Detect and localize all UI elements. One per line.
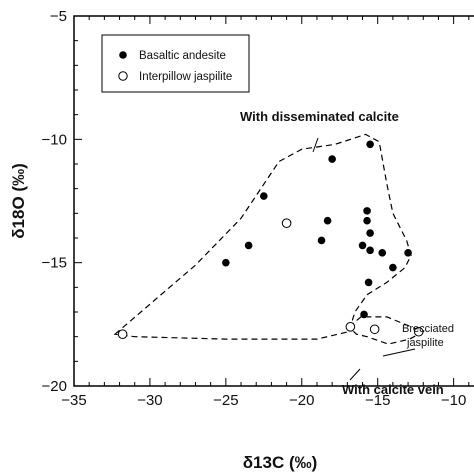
point-basaltic-andesite <box>404 249 412 257</box>
axis-ticks <box>73 15 470 387</box>
region-outlines <box>113 133 425 345</box>
annotation-leader-vein <box>349 368 361 381</box>
annotation-leader-brecciated <box>382 348 416 357</box>
point-basaltic-andesite <box>364 278 373 287</box>
region-disseminated-calcite <box>113 133 412 340</box>
annotation-disseminated-calcite: With disseminated calcite <box>240 109 399 124</box>
point-interpillow-jaspilite <box>345 322 356 332</box>
y-tick-label: −10 <box>42 131 67 148</box>
point-basaltic-andesite <box>244 241 253 250</box>
plot-frame <box>73 15 474 387</box>
annotation-brecciated-line1: Brecciated <box>402 323 454 335</box>
point-interpillow-jaspilite <box>413 326 424 337</box>
data-points <box>117 140 424 340</box>
x-tick-label: −35 <box>61 392 86 409</box>
point-basaltic-andesite <box>323 216 332 225</box>
point-interpillow-jaspilite <box>117 329 128 340</box>
x-tick-label: −25 <box>213 392 238 409</box>
y-tick-label: −5 <box>50 8 67 25</box>
point-interpillow-jaspilite <box>281 218 292 228</box>
annotation-brecciated-line2: jaspilite <box>406 337 444 349</box>
y-tick-label: −20 <box>42 378 67 395</box>
point-basaltic-andesite <box>360 310 368 319</box>
region-calcite-vein <box>348 316 425 345</box>
point-basaltic-andesite <box>260 192 268 200</box>
x-axis-title: δ13C (‰) <box>243 453 318 472</box>
point-basaltic-andesite <box>222 258 230 267</box>
point-basaltic-andesite <box>363 207 371 215</box>
legend-marker-basaltic-andesite <box>119 51 127 59</box>
point-basaltic-andesite <box>366 246 374 255</box>
legend-marker-interpillow-jaspilite <box>118 71 128 81</box>
point-basaltic-andesite <box>366 140 374 149</box>
x-tick-label: −10 <box>441 392 466 409</box>
point-basaltic-andesite <box>328 155 336 163</box>
legend-label-interpillow-jaspilite: Interpillow jaspilite <box>139 71 232 83</box>
annotation-leader-disseminated <box>312 137 319 153</box>
annotation-calcite-vein: With calcite vein <box>342 382 444 397</box>
legend-label-basaltic-andesite: Basaltic andesite <box>139 50 226 62</box>
point-basaltic-andesite <box>363 216 371 225</box>
point-basaltic-andesite <box>378 249 387 257</box>
x-tick-label: −30 <box>137 392 162 409</box>
y-tick-label: −15 <box>42 255 67 272</box>
legend: Basaltic andesite Interpillow jaspilite <box>101 34 250 93</box>
tick-labels: −35 −30 −25 −20 −15 −10 −5 −10 −15 −20 <box>42 8 467 409</box>
legend-box <box>101 34 250 93</box>
point-interpillow-jaspilite <box>369 324 380 335</box>
point-basaltic-andesite <box>317 236 326 245</box>
x-tick-label: −15 <box>365 392 390 409</box>
x-tick-label: −20 <box>289 392 314 409</box>
y-axis-title: δ18O (‰) <box>9 163 28 239</box>
point-basaltic-andesite <box>358 241 367 250</box>
point-basaltic-andesite <box>366 229 374 237</box>
point-basaltic-andesite <box>389 263 397 272</box>
